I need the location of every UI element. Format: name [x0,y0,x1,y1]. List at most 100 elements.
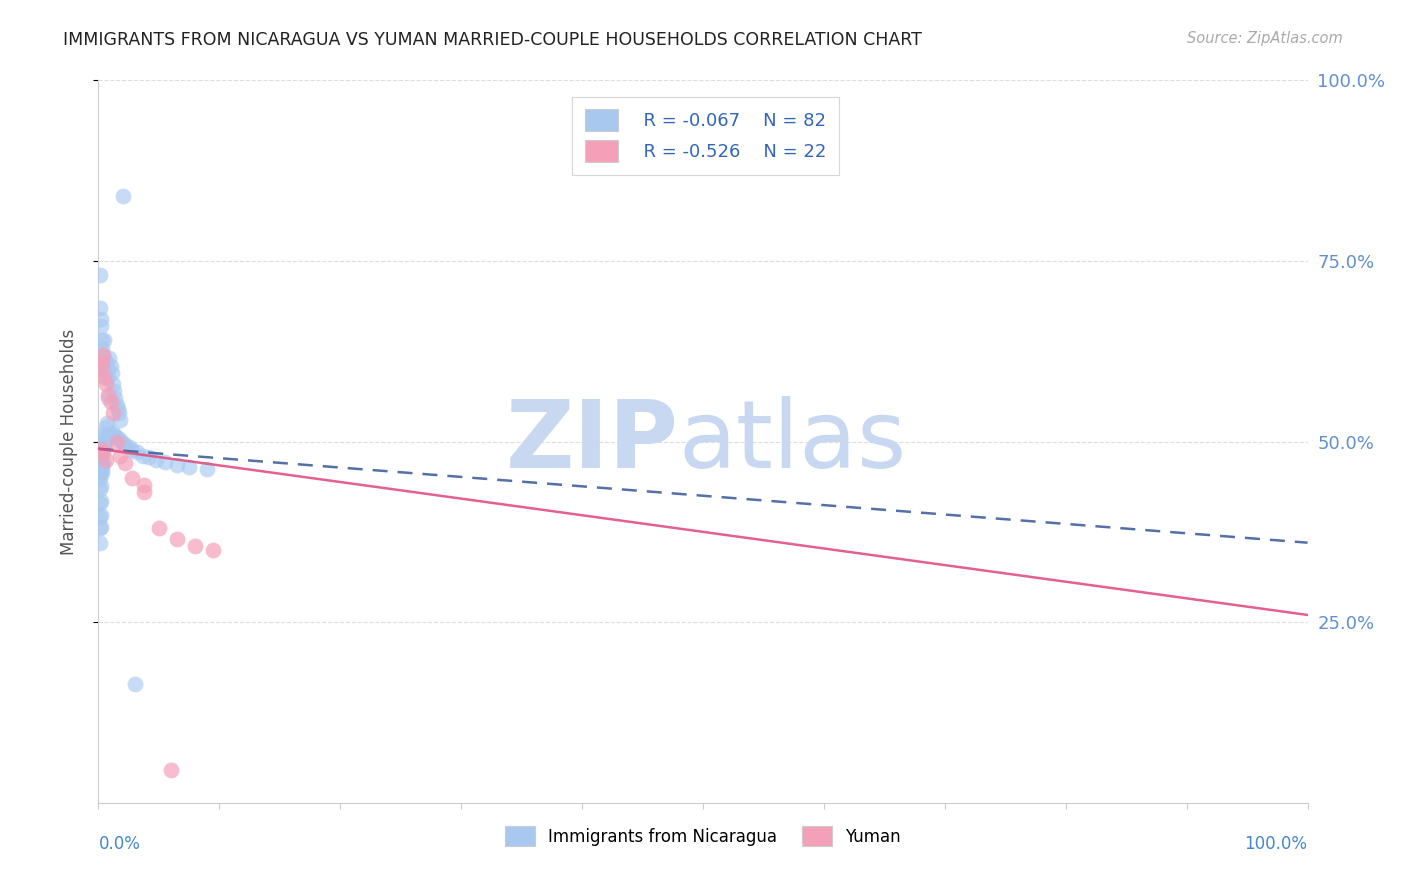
Point [101,376,124,391]
Legend: Immigrants from Nicaragua, Yuman: Immigrants from Nicaragua, Yuman [498,820,908,852]
Point [89,470,111,484]
Point [134,478,156,492]
Point [111,189,134,203]
Point [89,521,111,535]
Point [98,429,121,443]
Point [90,467,112,481]
Point [93,436,115,450]
Point [121,443,143,458]
Point [103,384,125,398]
Text: ZIP: ZIP [506,395,679,488]
Point [91,348,114,362]
Point [121,470,143,484]
Point [89,448,111,462]
Point [97,387,120,401]
Text: 100.0%: 100.0% [1244,835,1308,854]
Point [108,413,131,427]
Point [160,764,183,778]
Point [166,458,188,472]
Point [179,459,201,474]
Point [114,456,136,470]
Point [90,442,112,456]
Point [111,436,134,450]
Point [91,445,114,459]
Point [100,427,122,442]
Point [90,318,112,333]
Point [89,482,111,496]
Point [148,521,170,535]
Point [132,449,155,463]
Point [94,452,117,467]
Point [108,406,131,420]
Point [89,496,111,510]
Point [91,438,114,452]
Point [97,431,120,445]
Text: Source: ZipAtlas.com: Source: ZipAtlas.com [1187,31,1343,46]
Point [90,362,112,376]
Point [195,462,218,476]
Point [91,438,114,452]
Point [94,420,117,434]
Point [104,391,127,405]
Point [91,431,114,445]
Point [100,394,122,409]
Point [100,359,122,373]
Point [91,456,114,470]
Point [134,485,156,500]
Point [90,463,112,477]
Point [91,355,114,369]
Point [202,542,225,557]
Point [90,520,112,534]
Point [91,341,114,355]
Point [94,355,117,369]
Point [90,508,112,523]
Point [93,369,115,384]
Point [90,455,112,469]
Point [107,431,129,445]
Point [153,455,176,469]
Point [93,427,115,442]
Point [91,348,114,362]
Point [91,440,114,454]
Point [93,362,115,376]
Point [96,362,118,376]
Point [91,349,114,363]
Text: IMMIGRANTS FROM NICARAGUA VS YUMAN MARRIED-COUPLE HOUSEHOLDS CORRELATION CHART: IMMIGRANTS FROM NICARAGUA VS YUMAN MARRI… [63,31,922,49]
Point [108,449,131,463]
Point [100,366,122,380]
Point [108,433,131,447]
Point [94,371,117,385]
Point [145,452,167,467]
Point [90,493,112,508]
Point [105,398,128,412]
Point [96,433,118,447]
Point [138,450,160,465]
Point [96,417,118,431]
Point [89,458,111,472]
Point [98,351,121,366]
Point [89,268,111,283]
Point [94,433,117,447]
Point [91,443,114,458]
Point [94,434,117,449]
Point [105,434,128,449]
Point [184,539,207,553]
Point [89,301,111,315]
Point [91,443,114,458]
Point [118,440,141,454]
Point [91,440,114,454]
Point [91,334,114,348]
Point [114,438,136,452]
Text: 0.0%: 0.0% [98,835,141,854]
Point [97,369,120,384]
Point [89,452,111,467]
Point [104,429,127,443]
Point [94,376,117,391]
Point [90,445,112,459]
Point [90,479,112,493]
Point [91,459,114,474]
Point [101,425,124,440]
Point [89,510,111,524]
Point [93,334,115,348]
Y-axis label: Married-couple Households: Married-couple Households [59,328,77,555]
